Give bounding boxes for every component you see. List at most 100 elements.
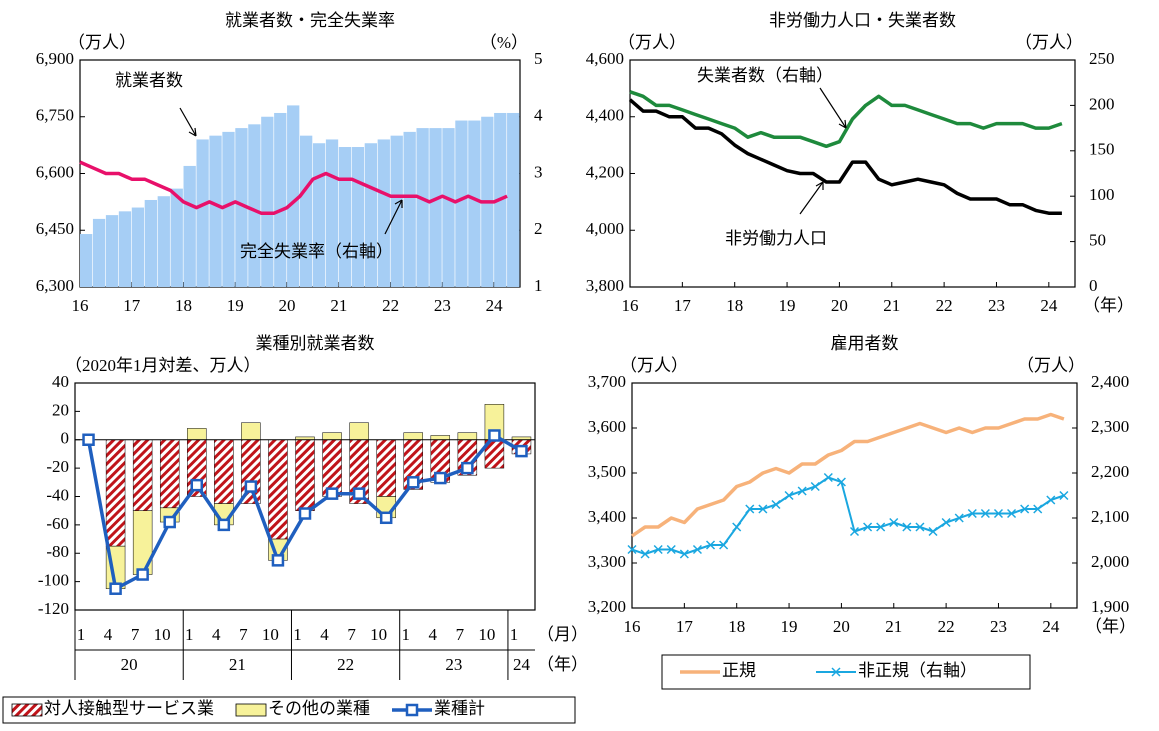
right-unit: （万人） <box>1015 33 1083 52</box>
legend-label: 正規 <box>722 661 756 680</box>
marker <box>109 582 122 595</box>
group-label: 21 <box>229 655 246 674</box>
y-tick-label: 3,200 <box>588 597 626 616</box>
y-tick-label: 6,750 <box>36 106 74 125</box>
bar <box>349 422 369 441</box>
marker <box>745 504 755 514</box>
legend-swatch <box>235 703 267 717</box>
y-tick-label: 6,450 <box>36 219 74 238</box>
marker <box>217 518 231 532</box>
marker <box>244 480 258 493</box>
y2-tick-label: 2,000 <box>1091 552 1129 571</box>
marker <box>823 472 833 483</box>
left-unit: （万人） <box>618 33 686 52</box>
marker <box>993 508 1004 519</box>
x-tick-label: 1 <box>77 625 86 644</box>
x-tick-label: 17 <box>674 296 692 315</box>
y-tick-label: 0 <box>61 429 70 448</box>
group-label: 24 <box>513 655 531 674</box>
marker <box>797 486 807 496</box>
arrows <box>179 87 847 235</box>
marker <box>1033 504 1043 514</box>
y-tick-label: -120 <box>38 599 69 618</box>
marker <box>954 513 964 523</box>
bar <box>429 128 442 287</box>
line <box>631 476 1065 555</box>
y2-tick-label: 3 <box>534 162 543 181</box>
marker <box>1059 490 1069 501</box>
y-tick-label: 20 <box>52 400 69 419</box>
marker <box>325 487 339 500</box>
x-tick-label: 23 <box>990 617 1007 636</box>
y-tick-label: 40 <box>52 372 69 391</box>
bar <box>105 439 126 547</box>
legend-frame <box>2 696 576 724</box>
legend-label: 対人接触型サービス業 <box>44 699 214 718</box>
bar <box>325 139 339 287</box>
marker <box>732 522 742 532</box>
y-tick-label: 4,400 <box>586 106 624 125</box>
x-tick-label: 21 <box>330 296 347 315</box>
x-tick-label: 22 <box>938 617 955 636</box>
bar <box>209 135 222 287</box>
marker <box>980 508 990 519</box>
y2-tick-label: 200 <box>1089 94 1115 113</box>
x-tick-label: 4 <box>429 625 438 644</box>
x-tick-label: 23 <box>434 296 451 315</box>
x-tick-label: 1 <box>185 625 194 644</box>
x-tick-label: 1 <box>401 625 410 644</box>
marker <box>271 554 285 567</box>
annotation: 失業者数（右軸） <box>697 66 833 85</box>
x-tick-label: 16 <box>72 296 89 315</box>
x-tick-label: 20 <box>831 296 848 315</box>
right-unit: （万人） <box>1017 356 1085 375</box>
x-tick-label: 16 <box>622 296 639 315</box>
chart-title: 業種別就業者数 <box>256 334 375 353</box>
bar <box>214 439 234 504</box>
marker <box>889 517 899 528</box>
group-axis-label: （年） <box>537 655 588 674</box>
x-tick-label: 16 <box>624 617 641 636</box>
y-tick-label: -80 <box>46 542 69 561</box>
x-tick-label: 17 <box>123 296 141 315</box>
y-tick-label: -40 <box>46 485 69 504</box>
x-tick-label: 22 <box>936 296 953 315</box>
marker <box>679 549 689 559</box>
bar <box>268 439 288 540</box>
chart-title: 就業者数・完全失業率 <box>225 11 395 30</box>
y-tick-label: 6,900 <box>36 49 74 68</box>
bar <box>261 116 274 287</box>
bar <box>403 432 423 440</box>
x-tick-label: 1 <box>510 625 519 644</box>
right-unit: （%） <box>480 33 528 52</box>
x-axis-label: （年） <box>1085 617 1136 636</box>
x-tick-label: 19 <box>779 296 796 315</box>
marker <box>515 444 528 458</box>
x-tick-label: 10 <box>370 625 387 644</box>
bar <box>364 143 377 287</box>
annotation: 完全失業率（右軸） <box>240 242 393 261</box>
marker <box>719 540 729 550</box>
x-axis-label: （月） <box>537 625 588 644</box>
bar <box>295 439 315 511</box>
y-tick-label: 3,300 <box>588 552 626 571</box>
marker <box>82 433 95 446</box>
legend-swatch <box>11 703 43 717</box>
x-tick-label: 19 <box>227 296 244 315</box>
marker <box>434 471 447 485</box>
marker <box>379 511 393 525</box>
bar <box>430 435 451 440</box>
bar <box>507 112 520 287</box>
x-tick-label: 4 <box>104 625 113 644</box>
bar <box>144 199 157 287</box>
x-tick-label: 24 <box>1040 296 1058 315</box>
marker <box>758 504 768 514</box>
y-tick-label: 4,200 <box>586 162 624 181</box>
bar <box>312 143 326 287</box>
x-tick-label: 19 <box>781 617 798 636</box>
y2-tick-label: 250 <box>1089 49 1115 68</box>
marker <box>640 549 650 559</box>
group-label: 20 <box>121 655 138 674</box>
line <box>79 160 508 215</box>
